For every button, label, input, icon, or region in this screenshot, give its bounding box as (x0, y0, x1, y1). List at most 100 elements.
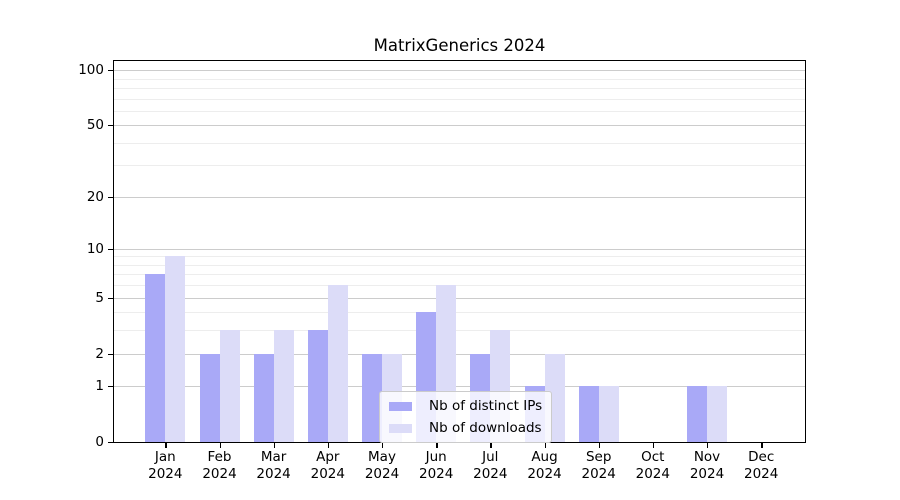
legend: Nb of distinct IPs Nb of downloads (379, 391, 553, 443)
x-tick-label-month: Feb (207, 449, 232, 465)
x-tick-label-nov: Nov 2024 (679, 449, 735, 482)
y-tick-label-2: 2 (95, 345, 104, 362)
x-tick-label-feb: Feb 2024 (192, 449, 248, 482)
x-tick-label-month: Jul (482, 449, 499, 465)
x-tick-label-month: Jun (425, 449, 447, 465)
y-tick-mark-5 (108, 297, 113, 299)
y-tick-label-100: 100 (78, 62, 104, 78)
plot-area: Nb of distinct IPs Nb of downloads (108, 60, 806, 448)
gridline-major-50 (114, 125, 805, 127)
legend-label-distinct-ips: Nb of distinct IPs (429, 398, 543, 414)
gridline-major-5 (114, 297, 805, 299)
y-tick-mark-2 (108, 353, 113, 355)
x-tick-label-sep: Sep 2024 (571, 449, 627, 482)
x-tick-label-dec: Dec 2024 (733, 449, 789, 482)
x-tick-mark-mar (273, 443, 275, 448)
bar-downloads-jan (165, 256, 186, 442)
x-tick-label-month: Apr (316, 449, 340, 465)
y-tick-mark-1 (108, 386, 113, 388)
bar-distinct-ips-apr (307, 330, 328, 442)
gridline-minor-4 (114, 312, 805, 314)
x-tick-mark-aug (544, 443, 546, 448)
x-tick-label-oct: Oct 2024 (625, 449, 681, 482)
x-tick-label-month: Aug (531, 449, 558, 465)
gridline-minor-9 (114, 256, 805, 258)
y-tick-mark-10 (108, 248, 113, 251)
legend-item-downloads: Nb of downloads (389, 419, 542, 437)
bar-downloads-apr (327, 285, 348, 442)
gridline-minor-6 (114, 285, 805, 287)
x-tick-label-month: Mar (260, 449, 287, 465)
bar-distinct-ips-nov (687, 386, 707, 442)
legend-swatch-downloads (389, 423, 412, 433)
x-tick-label-month: Dec (748, 449, 775, 465)
y-tick-label-50: 50 (86, 117, 104, 134)
x-tick-label-month: Oct (641, 449, 665, 465)
x-tick-label-year: 2024 (689, 465, 725, 482)
gridline-minor-60 (114, 110, 805, 112)
bar-distinct-ips-may (362, 353, 382, 442)
x-tick-label-apr: Apr 2024 (300, 449, 356, 482)
bar-downloads-mar (273, 330, 294, 442)
x-tick-mark-jun (436, 443, 438, 448)
legend-label-downloads: Nb of downloads (429, 420, 542, 436)
gridline-minor-7 (114, 274, 805, 276)
gridline-major-1 (114, 386, 805, 388)
x-tick-label-month: Sep (585, 449, 612, 465)
bar-downloads-sep (598, 386, 619, 442)
x-tick-label-year: 2024 (635, 465, 670, 482)
x-tick-label-year: 2024 (310, 465, 345, 482)
bar-distinct-ips-sep (578, 386, 599, 442)
x-tick-label-month: May (368, 449, 396, 465)
x-tick-label-year: 2024 (256, 465, 291, 482)
x-tick-label-mar: Mar 2024 (246, 449, 302, 482)
x-tick-mark-apr (327, 443, 330, 448)
x-tick-mark-jul (490, 443, 492, 448)
x-tick-label-year: 2024 (148, 465, 183, 482)
bar-downloads-feb (219, 330, 240, 442)
y-tick-mark-50 (108, 125, 113, 127)
y-tick-label-5: 5 (95, 289, 104, 306)
bar-distinct-ips-mar (253, 353, 274, 442)
gridline-major-10 (114, 248, 805, 250)
x-tick-label-year: 2024 (581, 465, 616, 482)
gridline-major-20 (114, 196, 805, 198)
x-tick-mark-jan (165, 443, 167, 448)
gridline-major-100 (114, 70, 805, 71)
x-tick-label-month: Nov (693, 449, 721, 465)
x-tick-label-year: 2024 (473, 465, 508, 482)
y-tick-label-10: 10 (86, 240, 104, 257)
chart-title: MatrixGenerics 2024 (373, 36, 546, 55)
x-tick-label-aug: Aug 2024 (517, 449, 573, 482)
x-tick-label-may: May 2024 (354, 449, 410, 482)
x-tick-label-year: 2024 (364, 465, 400, 482)
legend-item-distinct-ips: Nb of distinct IPs (389, 397, 542, 415)
gridline-minor-90 (114, 78, 805, 80)
x-tick-mark-dec (761, 443, 763, 448)
bar-distinct-ips-feb (199, 353, 220, 442)
gridline-minor-3 (114, 330, 805, 332)
x-tick-label-year: 2024 (419, 465, 454, 482)
x-tick-label-year: 2024 (527, 465, 562, 482)
legend-swatch-distinct-ips (389, 401, 412, 411)
gridline-minor-8 (114, 264, 805, 266)
y-tick-label-0: 0 (95, 434, 104, 450)
x-tick-mark-nov (707, 443, 709, 448)
x-tick-label-jan: Jan 2024 (137, 449, 193, 482)
x-tick-label-year: 2024 (744, 465, 779, 482)
gridline-minor-80 (114, 87, 805, 89)
x-tick-mark-feb (219, 443, 221, 448)
bar-distinct-ips-jan (145, 274, 166, 442)
x-tick-label-jul: Jul 2024 (462, 449, 518, 482)
y-tick-mark-0 (108, 442, 113, 444)
y-tick-mark-100 (108, 70, 113, 72)
bar-downloads-nov (707, 386, 727, 442)
x-tick-mark-sep (598, 443, 601, 448)
x-tick-label-year: 2024 (202, 465, 237, 482)
gridline-minor-40 (114, 142, 805, 144)
gridline-minor-30 (114, 165, 805, 167)
x-tick-mark-oct (652, 443, 655, 448)
x-tick-label-month: Jan (154, 449, 176, 465)
gridline-minor-70 (114, 98, 805, 100)
